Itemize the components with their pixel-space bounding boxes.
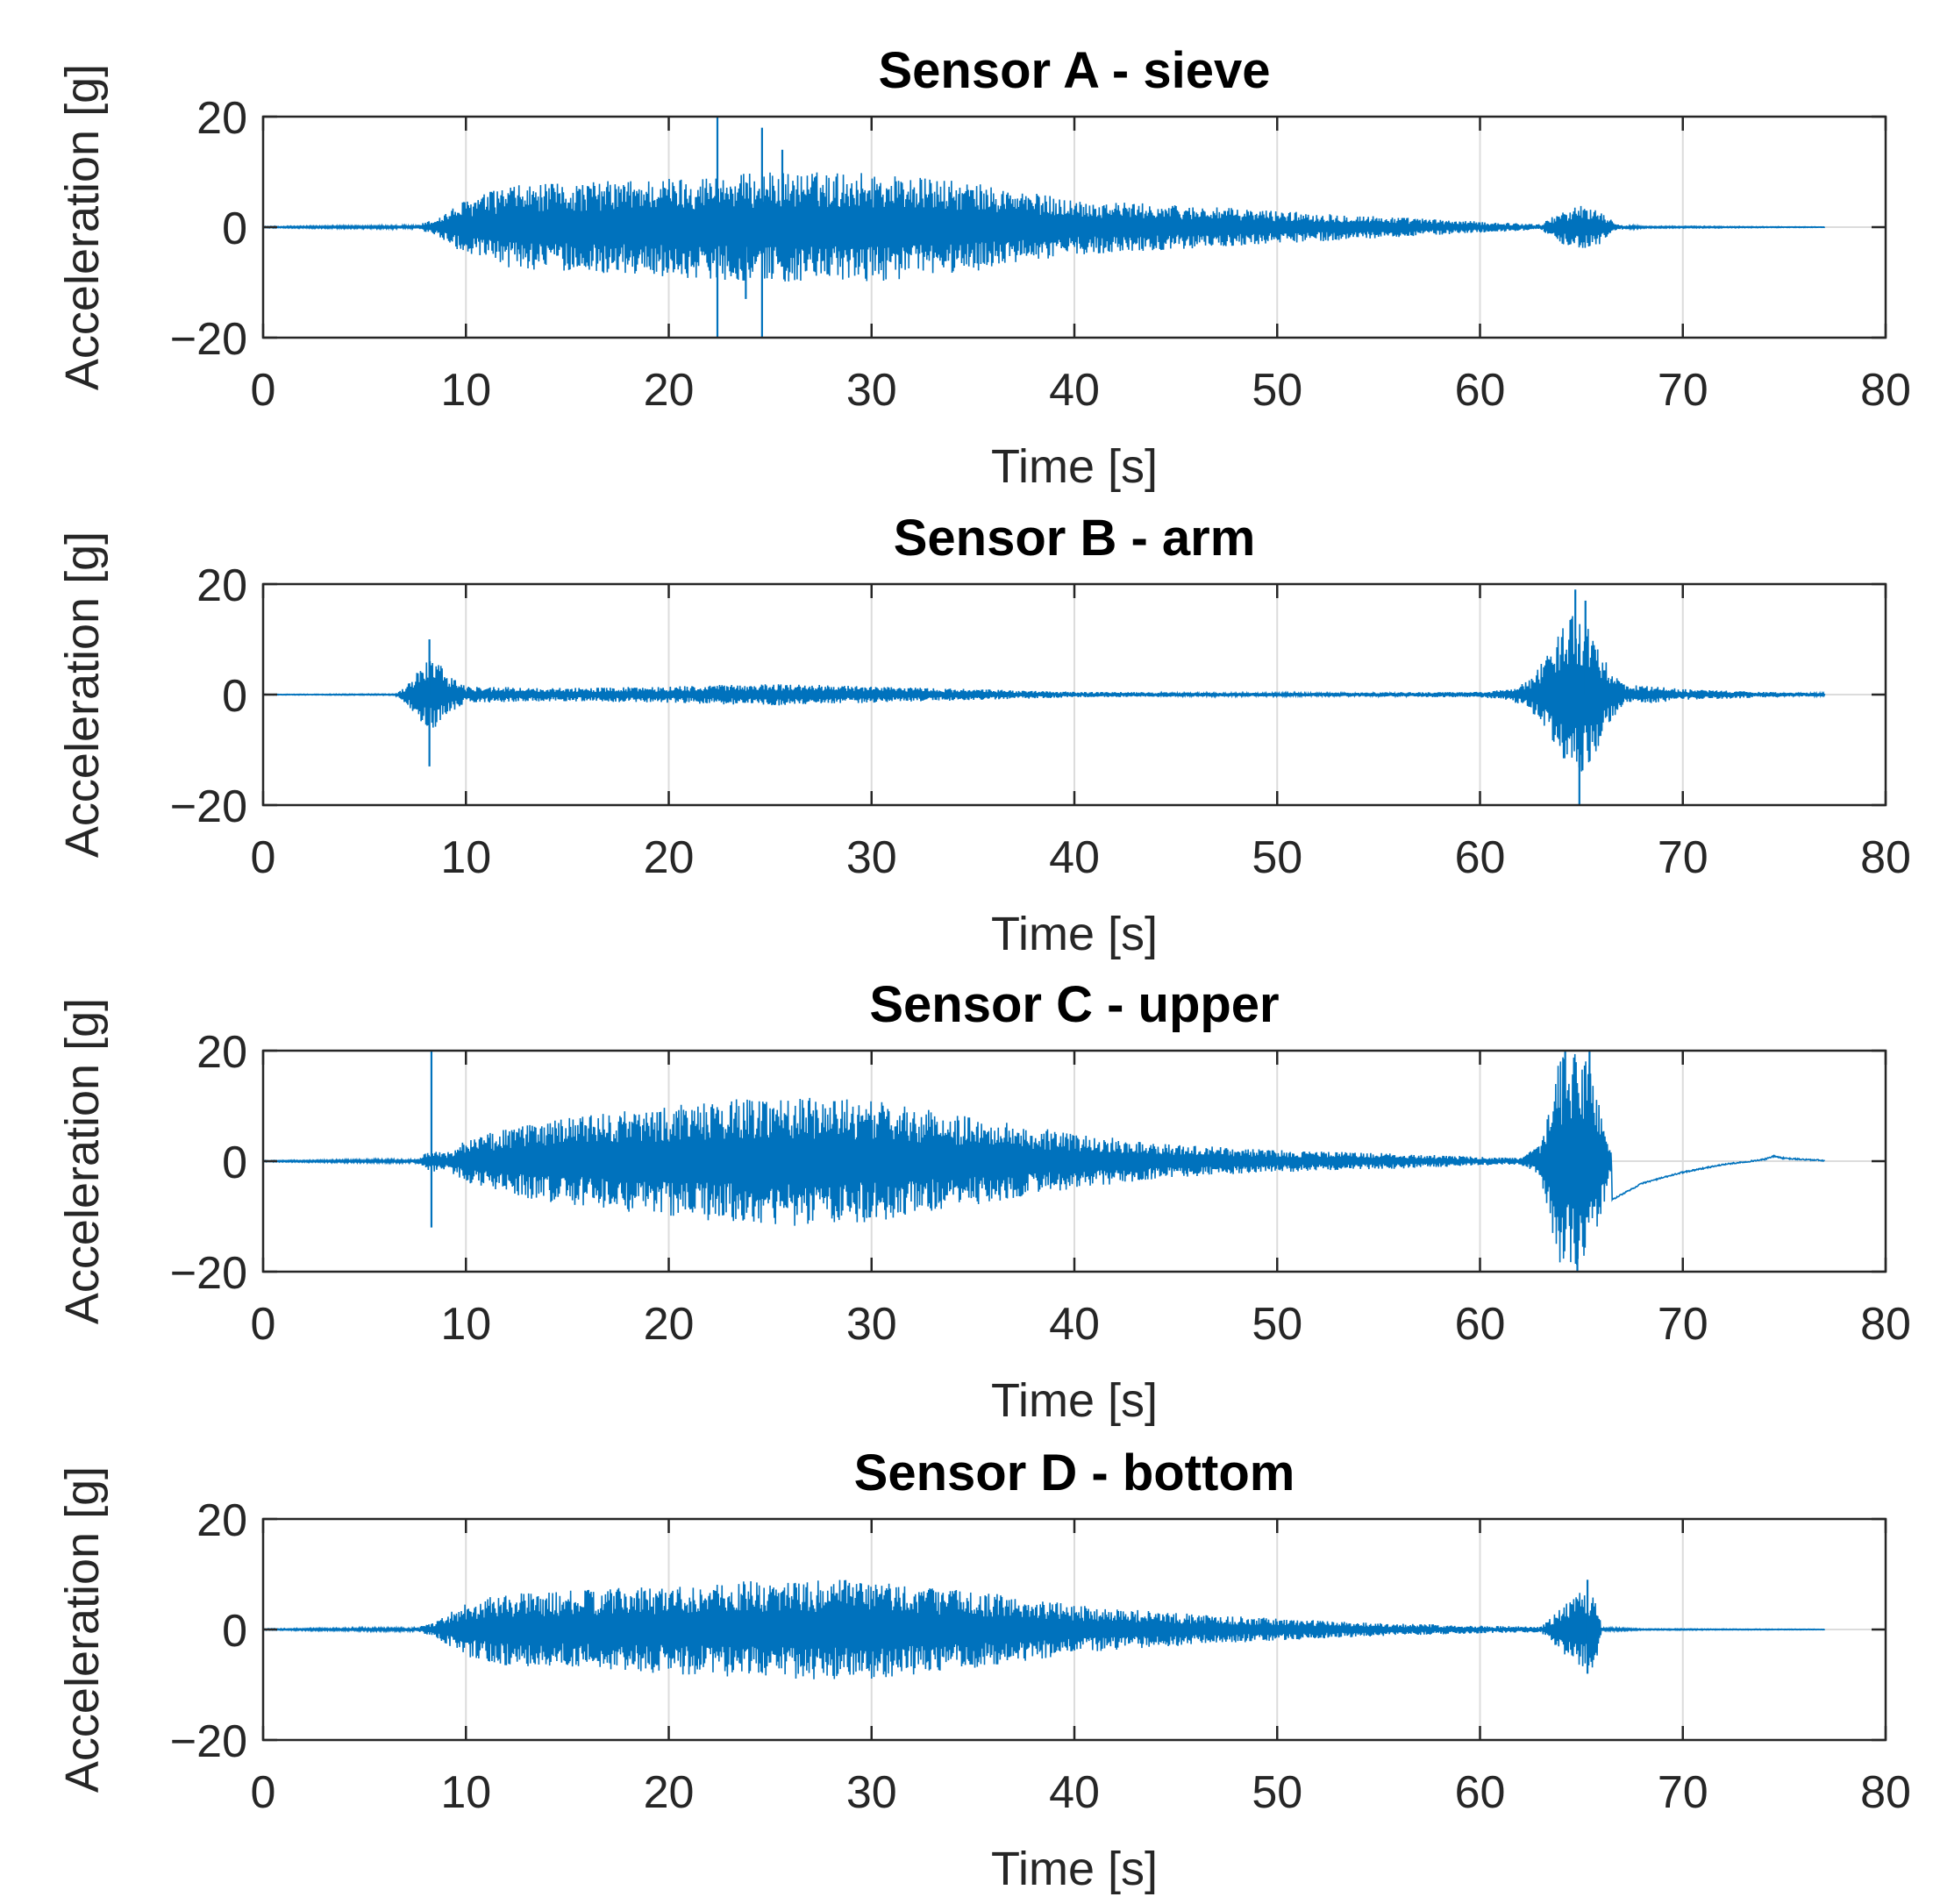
x-tick-label: 80 (1860, 832, 1911, 883)
x-tick-label: 10 (440, 1767, 491, 1818)
y-tick-label: 0 (222, 671, 247, 722)
x-tick-label: 80 (1860, 1767, 1911, 1818)
y-tick-label: 20 (196, 1495, 247, 1546)
signal-trace (262, 616, 1826, 772)
x-tick-label: 80 (1860, 365, 1911, 416)
subplot-title: Sensor C - upper (869, 976, 1279, 1033)
x-tick-label: 0 (251, 1767, 276, 1818)
x-tick-label: 10 (440, 832, 491, 883)
signal-trace (262, 1053, 1825, 1266)
signal-trace (262, 172, 1826, 282)
x-tick-label: 50 (1252, 365, 1302, 416)
y-axis-label: Acceleration [g] (56, 64, 109, 390)
x-tick-label: 40 (1049, 365, 1100, 416)
x-tick-label: 50 (1252, 832, 1302, 883)
y-tick-label: 0 (222, 1606, 247, 1657)
x-tick-label: 20 (644, 1767, 695, 1818)
x-tick-label: 60 (1455, 1299, 1506, 1350)
x-tick-label: 10 (440, 1299, 491, 1350)
x-tick-label: 70 (1658, 1767, 1708, 1818)
x-tick-label: 30 (846, 365, 897, 416)
x-axis-label: Time [s] (991, 1374, 1158, 1427)
x-tick-label: 10 (440, 365, 491, 416)
x-tick-label: 30 (846, 1299, 897, 1350)
x-tick-label: 20 (644, 832, 695, 883)
x-tick-label: 70 (1658, 365, 1708, 416)
y-tick-label: 20 (196, 560, 247, 611)
x-tick-label: 0 (251, 832, 276, 883)
y-tick-label: 20 (196, 93, 247, 144)
x-tick-label: 40 (1049, 832, 1100, 883)
x-tick-label: 80 (1860, 1299, 1911, 1350)
y-tick-label: 0 (222, 203, 247, 254)
y-axis-label: Acceleration [g] (56, 1466, 109, 1793)
subplot-title: Sensor D - bottom (854, 1444, 1295, 1501)
x-tick-label: 20 (644, 1299, 695, 1350)
x-tick-label: 0 (251, 1299, 276, 1350)
y-axis-label: Acceleration [g] (56, 531, 109, 858)
x-axis-label: Time [s] (991, 908, 1158, 960)
x-tick-label: 60 (1455, 365, 1506, 416)
x-tick-label: 30 (846, 1767, 897, 1818)
y-tick-label: 0 (222, 1137, 247, 1188)
y-tick-label: 20 (196, 1027, 247, 1078)
subplot-title: Sensor A - sieve (878, 42, 1270, 99)
y-tick-label: −20 (170, 1248, 247, 1299)
x-axis-label: Time [s] (991, 1843, 1158, 1895)
x-tick-label: 20 (644, 365, 695, 416)
x-tick-label: 70 (1658, 832, 1708, 883)
y-tick-label: −20 (170, 781, 247, 832)
signal-trace (262, 1580, 1826, 1679)
x-tick-label: 60 (1455, 832, 1506, 883)
x-tick-label: 60 (1455, 1767, 1506, 1818)
y-tick-label: −20 (170, 314, 247, 365)
x-tick-label: 0 (251, 365, 276, 416)
y-tick-label: −20 (170, 1716, 247, 1767)
x-axis-label: Time [s] (991, 440, 1158, 493)
x-tick-label: 50 (1252, 1299, 1302, 1350)
subplot-title: Sensor B - arm (894, 510, 1256, 567)
x-tick-label: 70 (1658, 1299, 1708, 1350)
x-tick-label: 30 (846, 832, 897, 883)
y-axis-label: Acceleration [g] (56, 998, 109, 1324)
x-tick-label: 40 (1049, 1767, 1100, 1818)
x-tick-label: 50 (1252, 1767, 1302, 1818)
x-tick-label: 40 (1049, 1299, 1100, 1350)
